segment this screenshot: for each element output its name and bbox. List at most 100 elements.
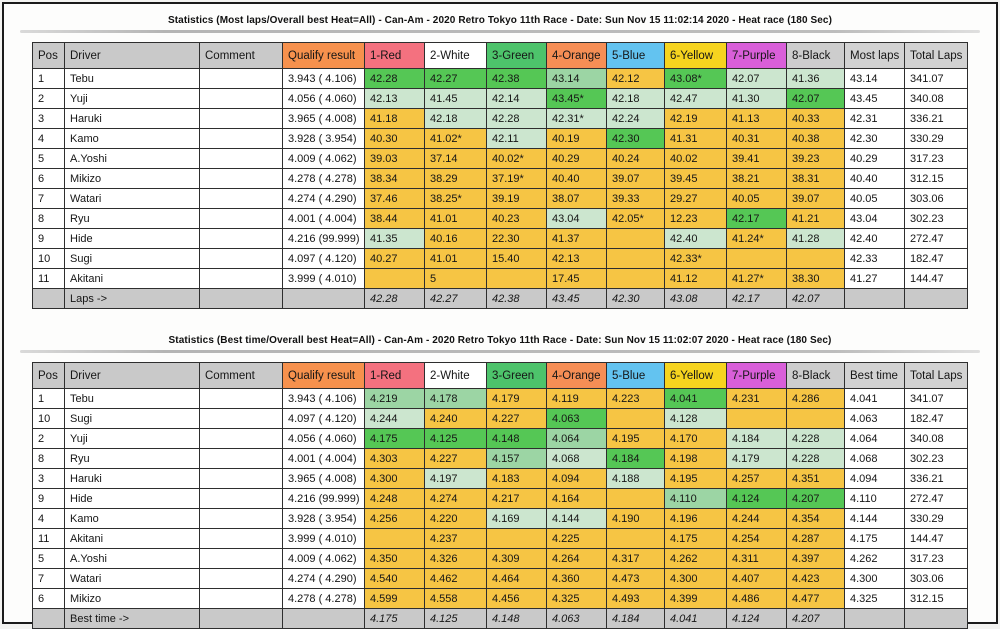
heat-cell: 4.248 [364,488,425,509]
driver-row: 5 A.Yoshi 4.009 ( 4.062) 4.350 4.326 4.309 4.2… [32,548,968,569]
qualify-cell: 4.216 (99.999) [282,488,365,509]
heat-cell: 41.18 [364,108,425,129]
heat-cell: 40.19 [546,128,607,149]
heat-cell: 40.33 [786,108,845,129]
heat-cell: 4.197 [424,468,487,489]
heat-cell: 4.540 [364,568,425,589]
column-header-comment: Comment [199,362,283,389]
driver-row: 6 Mikizo 4.278 ( 4.278) 4.599 4.558 4.456 4.32… [32,588,968,609]
pos-cell: 6 [32,168,65,189]
driver-row: 9 Hide 4.216 (99.999) 4.248 4.274 4.217 4.164 4… [32,488,968,509]
qualify-cell: 3.928 ( 3.954) [282,508,365,529]
total-laps-cell: 302.23 [904,208,968,229]
heat-cell: 4.286 [786,388,845,409]
heat-cell: 42.05* [606,208,665,229]
heat-cell: 41.24* [726,228,787,249]
driver-cell: Akitani [64,268,200,289]
driver-row: 3 Haruki 3.965 ( 4.008) 41.18 42.18 42.28 42.3… [32,108,968,129]
total-laps-cell: 303.06 [904,188,968,209]
comment-cell [199,508,283,529]
heat-cell: 4.175 [664,528,727,549]
qualify-cell: 3.928 ( 3.954) [282,128,365,149]
pos-cell: 8 [32,208,65,229]
qualify-cell: 4.056 ( 4.060) [282,88,365,109]
heat-cell: 38.25* [424,188,487,209]
heat-cell: 4.254 [726,528,787,549]
heat-cell: 4.227 [486,408,547,429]
heat-cell: 4.144 [546,508,607,529]
heat-cell: 29.27 [664,188,727,209]
column-header-8-black: 8-Black [786,362,845,389]
heat-cell: 39.33 [606,188,665,209]
driver-cell: Kamo [64,508,200,529]
heat-cell: 42.27 [424,68,487,89]
total-laps-cell: 317.23 [904,148,968,169]
heat-cell: 42.11 [486,128,547,149]
comment-cell [199,88,283,109]
heat-cell: 37.14 [424,148,487,169]
aggregate-cell: 40.29 [844,148,905,169]
pos-cell: 6 [32,588,65,609]
heat-cell: 4.311 [726,548,787,569]
driver-row: 9 Hide 4.216 (99.999) 41.35 40.16 22.30 41.37 4… [32,228,968,249]
heat-cell: 4.456 [486,588,547,609]
comment-cell [199,548,283,569]
heat-cell: 41.12 [664,268,727,289]
heat-cell: 4.240 [424,408,487,429]
heat-cell: 4.064 [546,428,607,449]
total-laps-cell: 336.21 [904,108,968,129]
heat-cell: 42.30 [606,128,665,149]
heat-cell: 42.28 [486,108,547,129]
heat-cell: 4.094 [546,468,607,489]
heat-cell: 38.29 [424,168,487,189]
pos-cell: 9 [32,228,65,249]
qualify-cell: 4.216 (99.999) [282,228,365,249]
driver-row: 1 Tebu 3.943 ( 4.106) 42.28 42.27 42.38 43.14 4… [32,68,968,89]
heat-cell: 38.30 [786,268,845,289]
driver-row: 8 Ryu 4.001 ( 4.004) 4.303 4.227 4.157 4.068 4.… [32,448,968,469]
pos-cell: 3 [32,468,65,489]
footer-empty [844,288,905,309]
heat-cell: 4.196 [664,508,727,529]
heat-cell: 4.183 [486,468,547,489]
total-laps-cell: 302.23 [904,448,968,469]
heat-cell: 4.287 [786,528,845,549]
heat-cell: 4.558 [424,588,487,609]
heat-cell: 42.18 [424,108,487,129]
comment-cell [199,128,283,149]
heat-cell: 4.274 [424,488,487,509]
heat-cell: 39.07 [606,168,665,189]
pos-cell: 2 [32,428,65,449]
aggregate-cell: 4.262 [844,548,905,569]
heat-cell: 4.195 [664,468,727,489]
heat-cell: 42.12 [606,68,665,89]
heat-cell: 4.493 [606,588,665,609]
driver-cell: Mikizo [64,588,200,609]
heat-cell [606,408,665,429]
qualify-cell: 4.274 ( 4.290) [282,188,365,209]
heat-cell: 4.464 [486,568,547,589]
heat-cell [606,268,665,289]
qualify-cell: 4.097 ( 4.120) [282,408,365,429]
column-header-2-white: 2-White [424,362,487,389]
header-row: Pos Driver Comment Qualify result 1-Red 2-Whi… [32,362,968,389]
aggregate-cell: 42.33 [844,248,905,269]
pos-cell: 9 [32,488,65,509]
heat-cell: 4.257 [726,468,787,489]
footer-empty [282,288,365,309]
comment-cell [199,148,283,169]
aggregate-cell: 40.40 [844,168,905,189]
heat-cell: 4.325 [546,588,607,609]
aggregate-cell: 4.325 [844,588,905,609]
driver-row: 8 Ryu 4.001 ( 4.004) 38.44 41.01 40.23 43.04 42… [32,208,968,229]
heat-cell: 4.486 [726,588,787,609]
aggregate-cell: 4.300 [844,568,905,589]
heat-cell: 4.244 [726,508,787,529]
driver-row: 4 Kamo 3.928 ( 3.954) 4.256 4.220 4.169 4.144 4… [32,508,968,529]
driver-cell: Sugi [64,408,200,429]
pos-cell: 4 [32,508,65,529]
heat-cell: 4.407 [726,568,787,589]
footer-empty [904,608,968,629]
footer-empty [904,288,968,309]
footer-value: 43.45 [546,288,607,309]
